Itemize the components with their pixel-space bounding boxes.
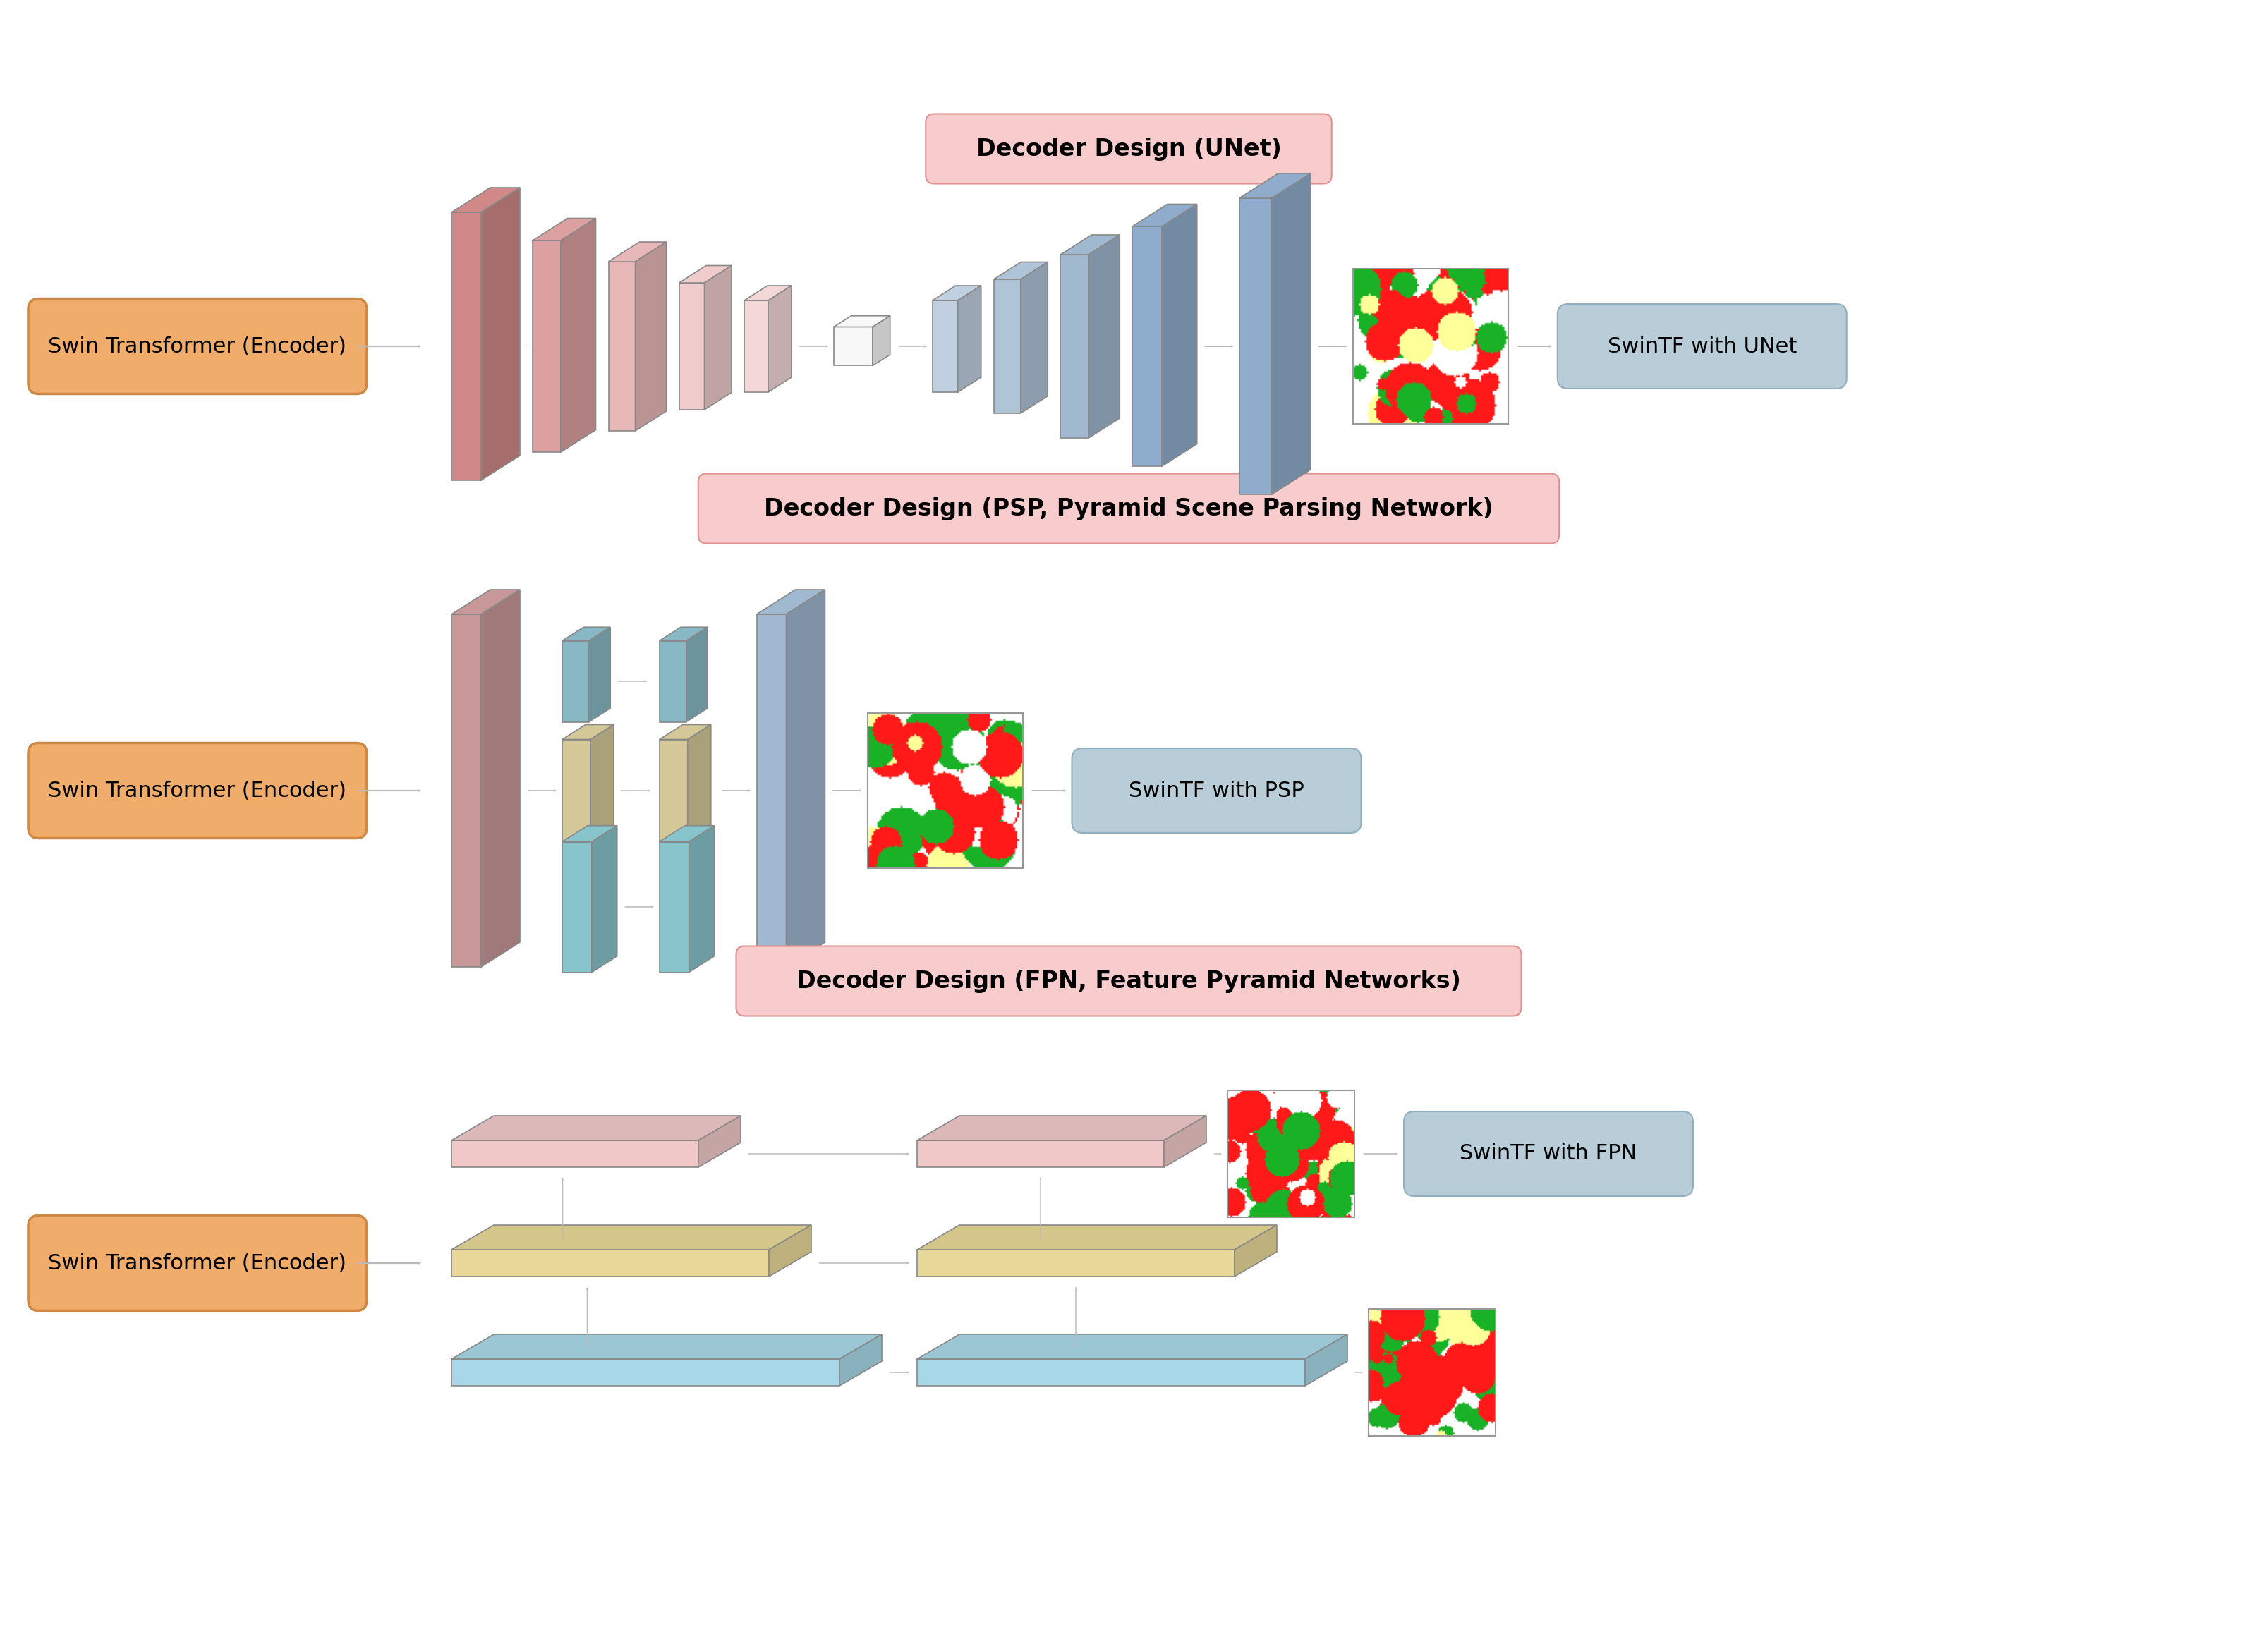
Polygon shape <box>1161 205 1198 466</box>
Polygon shape <box>562 725 615 740</box>
Bar <box>1368 1309 1495 1436</box>
Polygon shape <box>451 589 519 614</box>
Polygon shape <box>451 1141 699 1167</box>
Polygon shape <box>1059 234 1120 254</box>
FancyBboxPatch shape <box>699 474 1558 543</box>
Polygon shape <box>608 261 635 431</box>
Polygon shape <box>660 826 714 842</box>
Polygon shape <box>1132 226 1161 466</box>
Polygon shape <box>451 213 481 480</box>
Polygon shape <box>562 842 592 972</box>
Polygon shape <box>660 740 687 842</box>
Polygon shape <box>769 1225 812 1276</box>
Polygon shape <box>916 1116 1207 1141</box>
Polygon shape <box>703 266 730 409</box>
Bar <box>866 713 1023 868</box>
FancyBboxPatch shape <box>1556 304 1846 388</box>
Polygon shape <box>932 300 957 393</box>
Polygon shape <box>835 327 873 365</box>
FancyBboxPatch shape <box>27 743 367 839</box>
Text: Decoder Design (FPN, Feature Pyramid Networks): Decoder Design (FPN, Feature Pyramid Net… <box>796 969 1461 992</box>
Polygon shape <box>916 1359 1304 1385</box>
Polygon shape <box>916 1225 1277 1250</box>
Polygon shape <box>685 627 708 721</box>
Polygon shape <box>562 641 590 721</box>
Text: SwinTF with UNet: SwinTF with UNet <box>1608 337 1796 357</box>
Polygon shape <box>533 241 560 452</box>
Polygon shape <box>787 589 826 967</box>
Polygon shape <box>451 1250 769 1276</box>
Polygon shape <box>562 740 590 842</box>
Polygon shape <box>1304 1334 1347 1385</box>
Polygon shape <box>755 589 826 614</box>
Polygon shape <box>451 1225 812 1250</box>
Polygon shape <box>660 627 708 641</box>
Polygon shape <box>660 641 685 721</box>
Bar <box>1227 1090 1354 1217</box>
Polygon shape <box>744 300 769 393</box>
Polygon shape <box>1089 234 1120 438</box>
Polygon shape <box>916 1250 1234 1276</box>
Text: Decoder Design (UNet): Decoder Design (UNet) <box>975 137 1281 160</box>
FancyBboxPatch shape <box>27 299 367 395</box>
Polygon shape <box>1021 263 1048 413</box>
Polygon shape <box>451 188 519 213</box>
Polygon shape <box>769 286 792 393</box>
Polygon shape <box>1059 254 1089 438</box>
Polygon shape <box>687 725 710 842</box>
Polygon shape <box>744 286 792 300</box>
Polygon shape <box>481 589 519 967</box>
Text: SwinTF with PSP: SwinTF with PSP <box>1129 781 1304 801</box>
Polygon shape <box>678 282 703 409</box>
Bar <box>1352 269 1508 424</box>
Polygon shape <box>608 243 667 261</box>
Polygon shape <box>916 1334 1347 1359</box>
Polygon shape <box>699 1116 739 1167</box>
Text: Swin Transformer (Encoder): Swin Transformer (Encoder) <box>48 337 347 357</box>
Polygon shape <box>1272 173 1311 494</box>
Polygon shape <box>451 1359 839 1385</box>
Polygon shape <box>1238 173 1311 198</box>
FancyBboxPatch shape <box>27 1215 367 1311</box>
Polygon shape <box>873 315 889 365</box>
Text: Swin Transformer (Encoder): Swin Transformer (Encoder) <box>48 1253 347 1273</box>
Polygon shape <box>1163 1116 1207 1167</box>
Polygon shape <box>1238 198 1272 494</box>
FancyBboxPatch shape <box>1070 748 1361 832</box>
Polygon shape <box>689 826 714 972</box>
Polygon shape <box>562 826 617 842</box>
Polygon shape <box>993 279 1021 413</box>
Polygon shape <box>993 263 1048 279</box>
Text: SwinTF with FPN: SwinTF with FPN <box>1458 1144 1637 1164</box>
Polygon shape <box>451 614 481 967</box>
Text: Decoder Design (PSP, Pyramid Scene Parsing Network): Decoder Design (PSP, Pyramid Scene Parsi… <box>764 497 1492 520</box>
Polygon shape <box>481 188 519 480</box>
Polygon shape <box>660 725 710 740</box>
Polygon shape <box>1132 205 1198 226</box>
FancyBboxPatch shape <box>925 114 1331 183</box>
Polygon shape <box>592 826 617 972</box>
Polygon shape <box>451 1116 739 1141</box>
Polygon shape <box>660 842 689 972</box>
FancyBboxPatch shape <box>735 946 1522 1015</box>
Polygon shape <box>560 218 596 452</box>
Polygon shape <box>451 1334 882 1359</box>
Polygon shape <box>957 286 980 393</box>
Polygon shape <box>755 614 787 967</box>
Polygon shape <box>835 315 889 327</box>
Polygon shape <box>1234 1225 1277 1276</box>
Text: Swin Transformer (Encoder): Swin Transformer (Encoder) <box>48 781 347 801</box>
Polygon shape <box>932 286 980 300</box>
Polygon shape <box>635 243 667 431</box>
Polygon shape <box>916 1141 1163 1167</box>
Polygon shape <box>678 266 730 282</box>
FancyBboxPatch shape <box>1404 1111 1692 1195</box>
Polygon shape <box>590 725 615 842</box>
Polygon shape <box>533 218 596 241</box>
Polygon shape <box>562 627 610 641</box>
Polygon shape <box>839 1334 882 1385</box>
Polygon shape <box>590 627 610 721</box>
